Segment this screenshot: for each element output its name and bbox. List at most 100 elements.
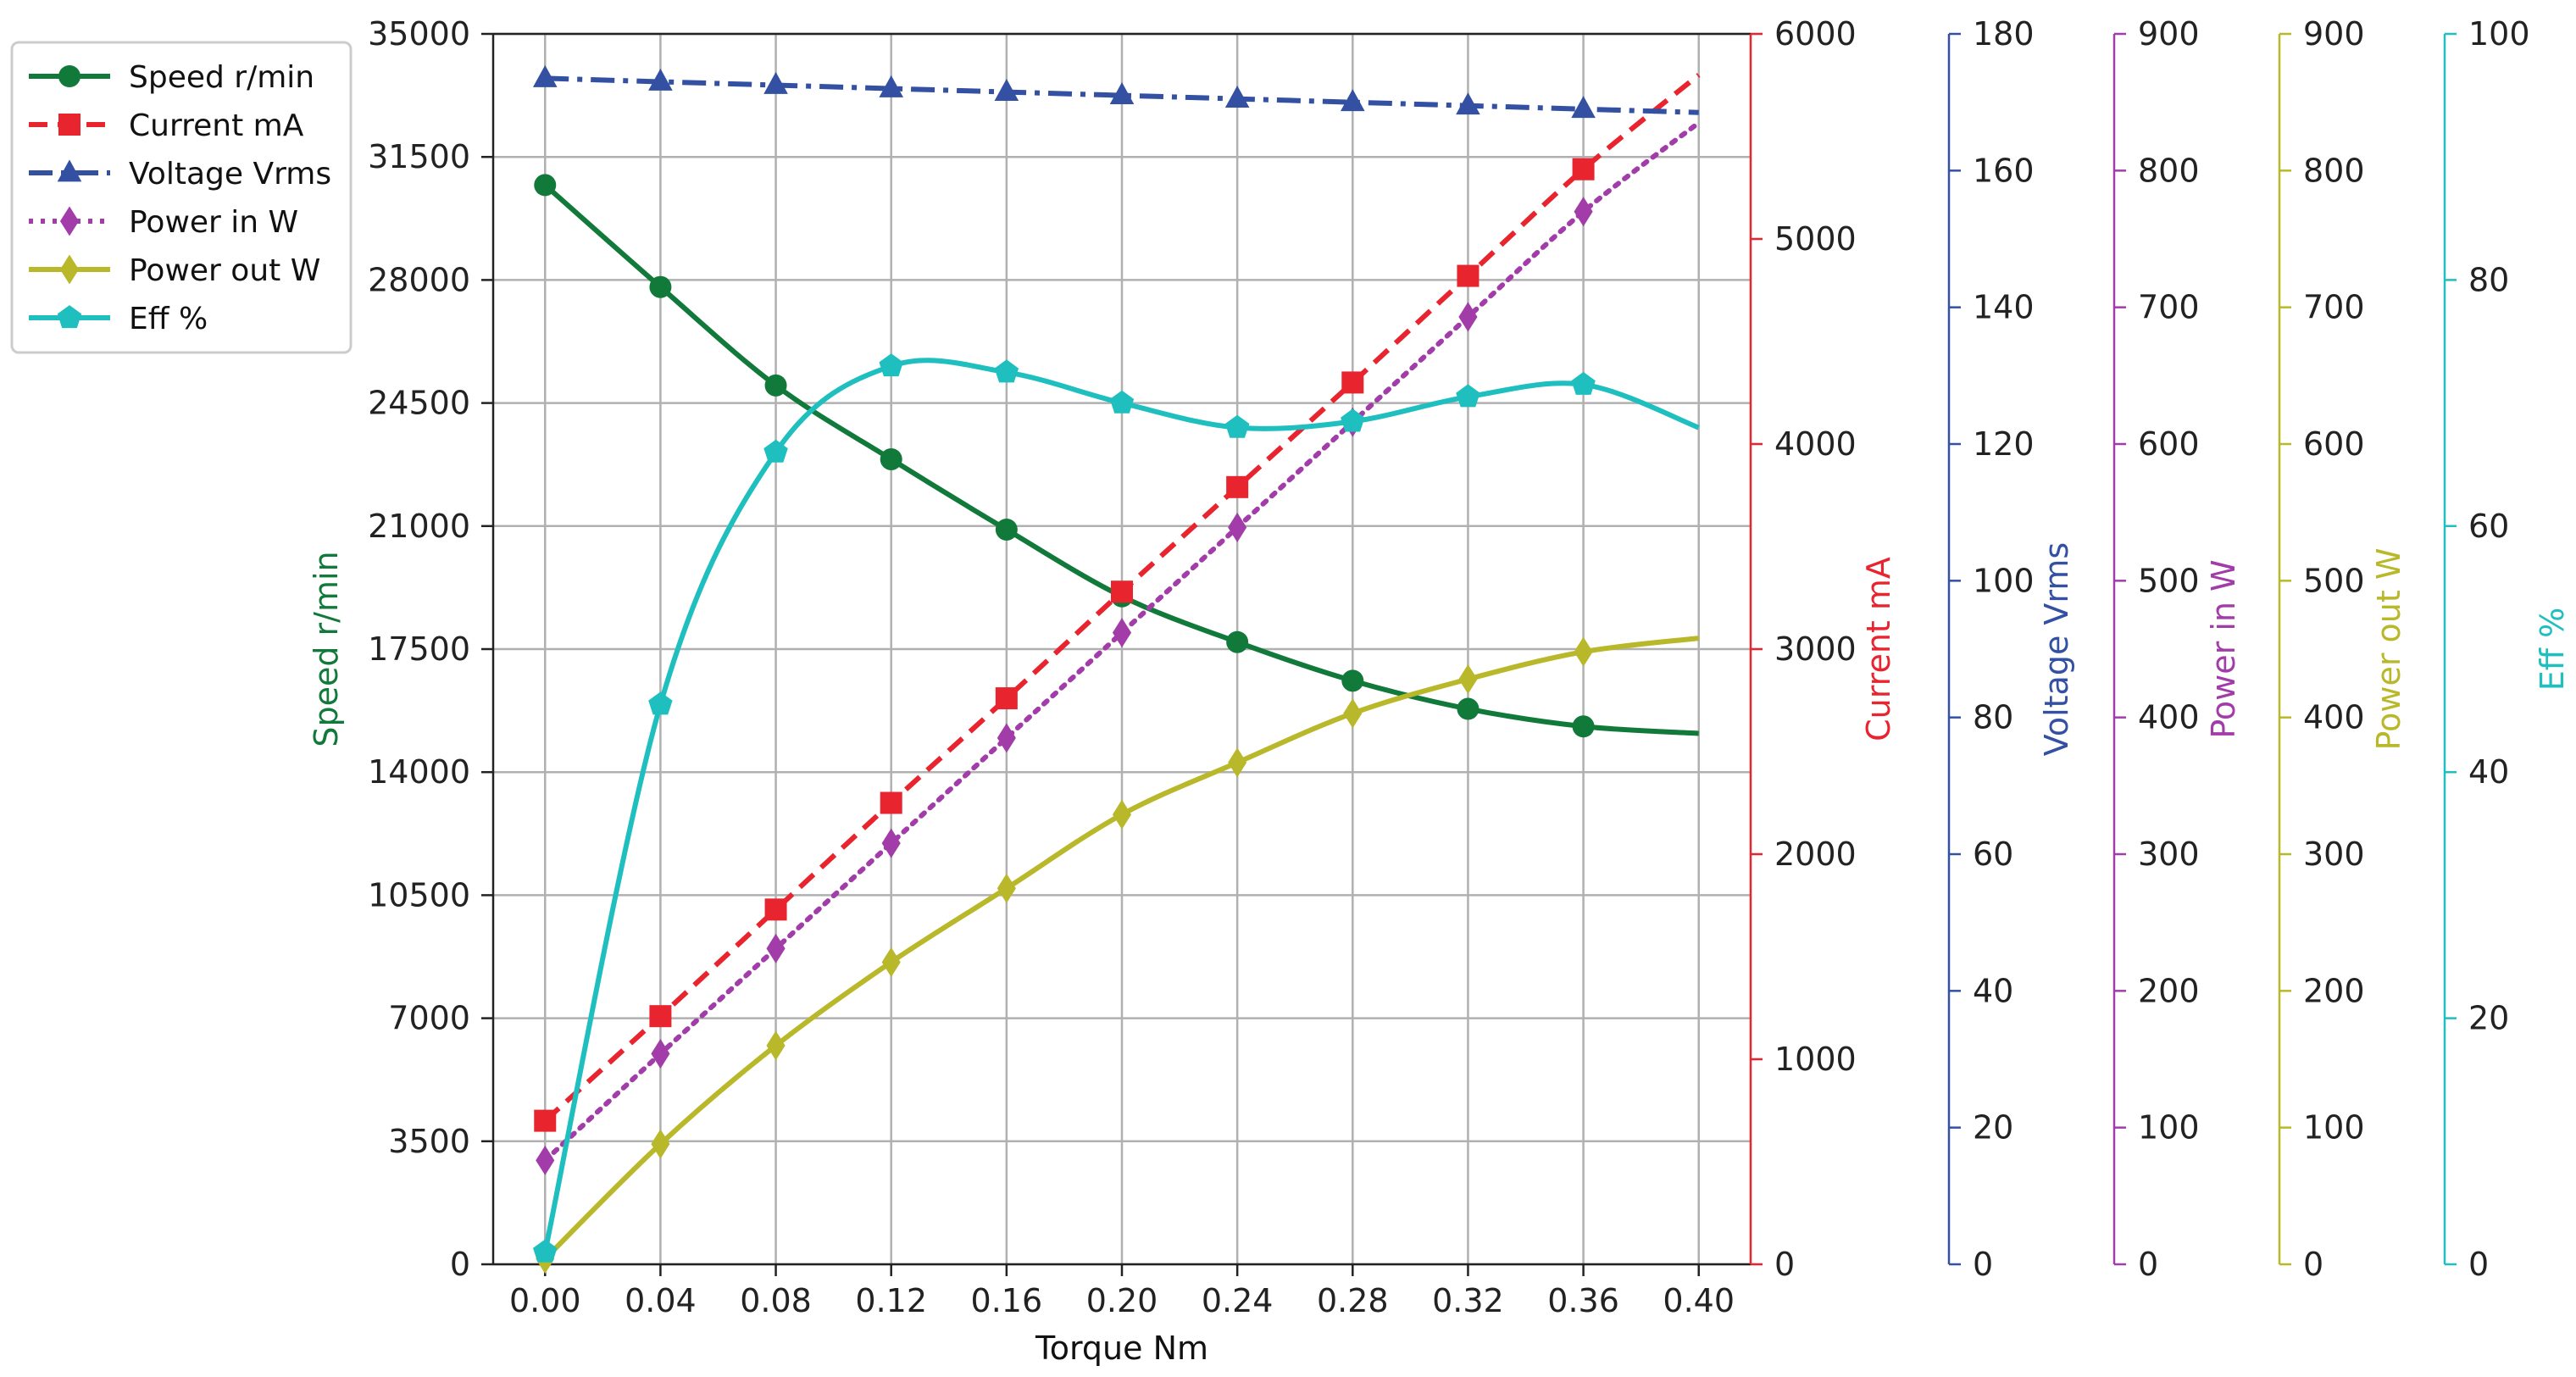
voltage-tick-label: 20 bbox=[1973, 1109, 2013, 1147]
data-point-current bbox=[1457, 264, 1480, 287]
data-point-speed bbox=[880, 447, 902, 470]
power_out-tick-label: 900 bbox=[2303, 15, 2365, 53]
current-tick-label: 3000 bbox=[1774, 630, 1857, 668]
speed-tick-label: 0 bbox=[450, 1246, 470, 1283]
data-point-eff bbox=[1341, 408, 1365, 432]
power_out-tick-label: 100 bbox=[2303, 1109, 2365, 1147]
series-eff bbox=[533, 353, 1700, 1263]
data-point-power_in bbox=[651, 1038, 670, 1069]
legend-label: Current mA bbox=[129, 108, 304, 143]
x-tick-label: 0.12 bbox=[855, 1282, 927, 1319]
data-point-voltage bbox=[879, 75, 904, 97]
x-tick-label: 0.00 bbox=[509, 1282, 581, 1319]
legend-marker bbox=[59, 254, 80, 285]
power_in-axis-title: Power in W bbox=[2205, 559, 2242, 738]
power_in-tick-label: 900 bbox=[2138, 15, 2200, 53]
data-point-eff bbox=[1224, 414, 1250, 438]
x-tick-label: 0.08 bbox=[740, 1282, 812, 1319]
data-point-current bbox=[534, 1109, 557, 1132]
data-point-voltage bbox=[648, 68, 673, 91]
power_out-tick-label: 500 bbox=[2303, 562, 2365, 599]
data-point-speed bbox=[649, 275, 672, 298]
data-point-eff bbox=[648, 691, 673, 715]
x-tick-label: 0.20 bbox=[1086, 1282, 1158, 1319]
data-point-power_out bbox=[766, 1030, 786, 1061]
data-point-current bbox=[880, 791, 902, 814]
legend-marker bbox=[57, 159, 82, 182]
legend-label: Voltage Vrms bbox=[129, 157, 331, 192]
speed-tick-label: 10500 bbox=[368, 876, 470, 913]
data-point-power_in bbox=[997, 723, 1016, 753]
speed-tick-label: 7000 bbox=[388, 1000, 470, 1037]
x-tick-label: 0.04 bbox=[625, 1282, 697, 1319]
data-point-power_in bbox=[766, 933, 786, 963]
data-point-eff bbox=[1109, 390, 1135, 414]
power_out-axis-title: Power out W bbox=[2370, 548, 2407, 751]
data-point-power_out bbox=[651, 1129, 670, 1159]
legend-label: Eff % bbox=[129, 302, 208, 336]
eff-axis-title: Eff % bbox=[2534, 608, 2571, 691]
power_out-tick-label: 400 bbox=[2303, 699, 2365, 736]
x-tick-label: 0.32 bbox=[1432, 1282, 1504, 1319]
power_in-tick-label: 400 bbox=[2138, 699, 2200, 736]
legend-entry-eff: Eff % bbox=[29, 302, 208, 336]
series bbox=[532, 64, 1702, 1274]
data-point-power_out bbox=[1343, 698, 1363, 729]
power_out-tick-label: 0 bbox=[2303, 1246, 2323, 1283]
x-tick-label: 0.16 bbox=[971, 1282, 1043, 1319]
data-point-eff bbox=[1456, 384, 1480, 408]
voltage-tick-label: 180 bbox=[1973, 15, 2035, 53]
legend: Speed r/min Current mA Voltage Vrms Power i… bbox=[10, 41, 353, 354]
data-point-voltage bbox=[532, 64, 558, 87]
data-point-power_in bbox=[1458, 302, 1478, 332]
legend-box bbox=[10, 41, 353, 354]
power_out-tick-label: 200 bbox=[2303, 972, 2365, 1009]
legend-marker bbox=[57, 305, 82, 329]
legend-entry-speed: Speed r/min bbox=[29, 60, 314, 95]
data-point-current bbox=[1226, 475, 1249, 498]
legend-label: Power out W bbox=[129, 253, 320, 288]
speed-tick-label: 24500 bbox=[368, 385, 470, 422]
current-axis-title: Current mA bbox=[1860, 557, 1897, 741]
data-point-voltage bbox=[994, 78, 1019, 101]
voltage-tick-label: 40 bbox=[1973, 972, 2013, 1009]
data-point-speed bbox=[1457, 697, 1480, 720]
series-speed bbox=[534, 174, 1699, 738]
data-point-voltage bbox=[1456, 92, 1480, 115]
data-point-speed bbox=[995, 518, 1018, 541]
power_in-tick-label: 600 bbox=[2138, 425, 2200, 463]
speed-tick-label: 3500 bbox=[388, 1123, 470, 1160]
speed-tick-label: 31500 bbox=[368, 138, 470, 175]
data-point-speed bbox=[1341, 669, 1364, 692]
data-point-current bbox=[1572, 158, 1595, 180]
current-tick-label: 1000 bbox=[1774, 1041, 1857, 1078]
data-point-speed bbox=[1572, 715, 1595, 738]
data-point-power_in bbox=[1574, 197, 1593, 227]
power_out-tick-label: 600 bbox=[2303, 425, 2365, 463]
power_in-tick-label: 500 bbox=[2138, 562, 2200, 599]
current-tick-label: 6000 bbox=[1774, 15, 1857, 53]
legend-marker bbox=[59, 206, 80, 236]
power_in-tick-label: 800 bbox=[2138, 152, 2200, 189]
series-voltage bbox=[532, 64, 1699, 119]
current-tick-label: 5000 bbox=[1774, 220, 1857, 258]
voltage-tick-label: 140 bbox=[1973, 289, 2035, 326]
data-point-voltage bbox=[1571, 96, 1596, 119]
data-point-voltage bbox=[1109, 82, 1135, 104]
data-point-speed bbox=[1226, 630, 1249, 653]
legend-marker bbox=[58, 65, 80, 87]
power_in-tick-label: 0 bbox=[2138, 1246, 2158, 1283]
legend-label: Speed r/min bbox=[129, 60, 314, 95]
data-point-voltage bbox=[1340, 89, 1365, 112]
legend-entry-power_in: Power in W bbox=[29, 205, 298, 240]
data-point-current bbox=[1111, 580, 1133, 603]
speed-tick-label: 14000 bbox=[368, 753, 470, 791]
voltage-tick-label: 80 bbox=[1973, 699, 2013, 736]
data-point-voltage bbox=[1224, 86, 1250, 108]
current-tick-label: 0 bbox=[1774, 1246, 1795, 1283]
eff-tick-label: 80 bbox=[2468, 261, 2509, 298]
power_out-tick-label: 800 bbox=[2303, 152, 2365, 189]
power_in-tick-label: 100 bbox=[2138, 1109, 2200, 1147]
data-point-power_out bbox=[1228, 747, 1247, 778]
